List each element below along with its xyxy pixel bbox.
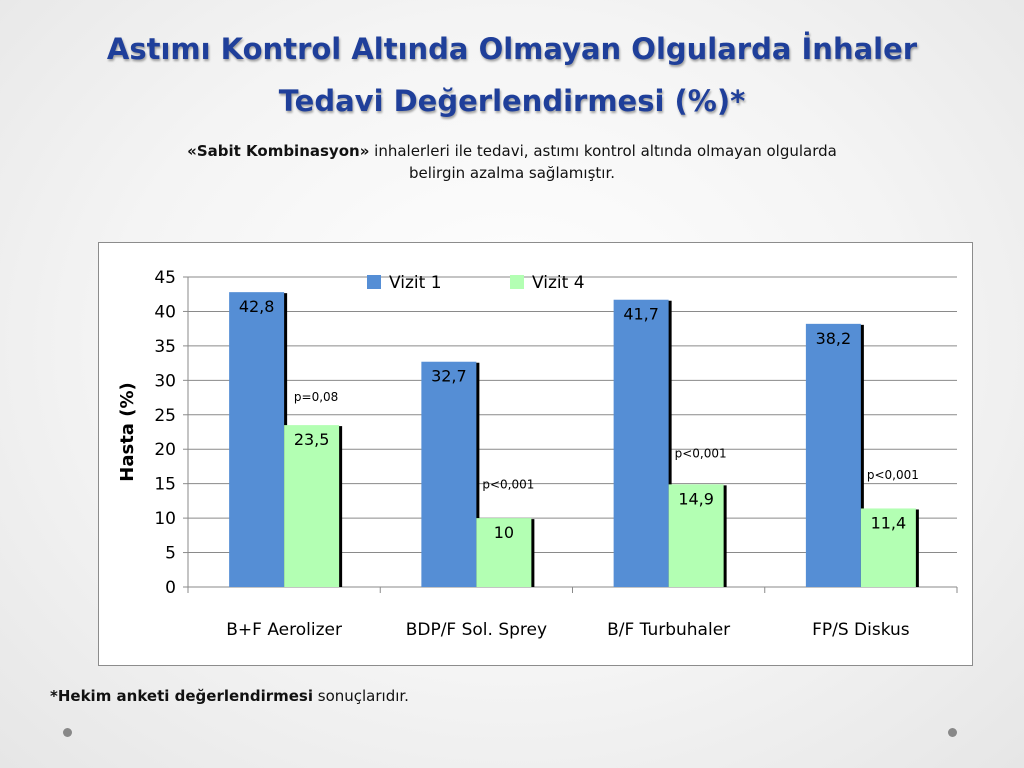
bar <box>421 361 477 587</box>
legend-label: Vizit 4 <box>532 273 585 293</box>
bar <box>613 299 669 587</box>
y-tick-label: 45 <box>154 268 176 288</box>
data-label: 23,5 <box>294 430 330 449</box>
y-tick-label: 0 <box>165 578 176 598</box>
p-value-annotation: p<0,001 <box>482 477 534 491</box>
footnote-bold-text: *Hekim anketi değerlendirmesi <box>50 687 313 705</box>
subtitle-bold-text: «Sabit Kombinasyon» <box>187 142 370 160</box>
data-label: 14,9 <box>678 489 714 508</box>
x-tick-label: FP/S Diskus <box>812 620 910 640</box>
chart-frame: 0 5 10 15 20 25 30 35 40 45 Hasta (%) 42,8 23,5 B+F A… <box>98 242 973 666</box>
left-dot-icon <box>63 728 72 737</box>
p-value-annotation: p=0,08 <box>294 390 338 404</box>
bar <box>284 425 340 587</box>
bar <box>668 484 724 587</box>
data-label: 42,8 <box>239 297 275 316</box>
y-tick-label: 5 <box>165 544 176 564</box>
data-label: 41,7 <box>623 305 659 324</box>
legend-swatch <box>510 275 524 289</box>
right-dot-icon <box>948 728 957 737</box>
data-label: 38,2 <box>816 329 852 348</box>
x-tick-label: BDP/F Sol. Sprey <box>406 620 547 640</box>
bar <box>805 323 861 587</box>
legend-label: Vizit 1 <box>389 273 442 293</box>
y-tick-label: 25 <box>154 406 176 426</box>
data-label: 32,7 <box>431 367 467 386</box>
data-label: 11,4 <box>871 513 907 532</box>
y-tick-label: 15 <box>154 475 176 495</box>
footnote: *Hekim anketi değerlendirmesi sonuçlarıd… <box>50 687 409 705</box>
slide-title-line-1: Astımı Kontrol Altında Olmayan Olgularda… <box>106 32 918 66</box>
legend-swatch <box>367 275 381 289</box>
y-tick-label: 35 <box>154 337 176 357</box>
footnote-text: sonuçlarıdır. <box>312 687 409 705</box>
subtitle-text: inhalerleri ile tedavi, astımı kontrol a… <box>369 142 837 160</box>
p-value-annotation: p<0,001 <box>675 446 727 460</box>
x-tick-label: B/F Turbuhaler <box>607 620 730 640</box>
y-tick-label: 10 <box>154 509 176 529</box>
bar-chart: 0 5 10 15 20 25 30 35 40 45 Hasta (%) 42,8 23,5 B+F A… <box>117 268 958 640</box>
bar <box>229 292 285 587</box>
y-axis-label: Hasta (%) <box>117 382 138 481</box>
bar <box>860 508 916 587</box>
data-label: 10 <box>494 523 514 542</box>
p-value-annotation: p<0,001 <box>867 468 919 482</box>
y-tick-label: 40 <box>154 302 176 322</box>
bar <box>476 518 532 587</box>
subtitle-text-line-2: belirgin azalma sağlamıştır. <box>408 164 616 182</box>
slide-subtitle: «Sabit Kombinasyon» inhalerleri ile teda… <box>100 140 924 184</box>
x-tick-label: B+F Aerolizer <box>226 620 342 640</box>
slide-title-line-2: Tedavi Değerlendirmesi (%)* <box>278 84 746 118</box>
y-tick-label: 30 <box>154 371 176 391</box>
y-tick-label: 20 <box>154 440 176 460</box>
